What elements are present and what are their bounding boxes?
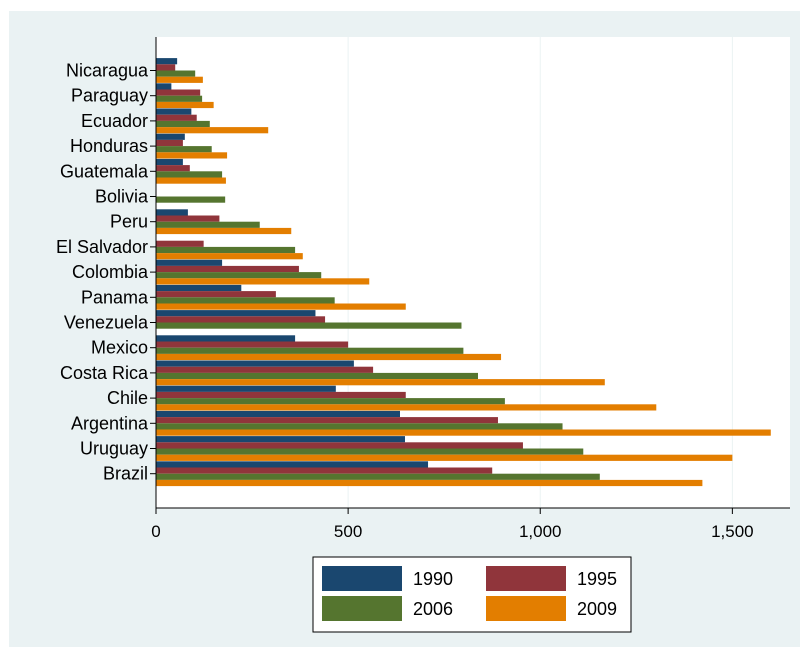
bar-brazil-1995 <box>156 467 493 474</box>
legend-swatch-2006 <box>322 596 402 621</box>
category-label-venezuela: Venezuela <box>64 313 149 333</box>
category-label-panama: Panama <box>81 287 149 307</box>
category-label-guatemala: Guatemala <box>60 161 149 181</box>
legend-swatch-2009 <box>486 596 566 621</box>
bar-mexico-2009 <box>156 353 502 361</box>
bar-uruguay-1990 <box>156 436 405 443</box>
bar-chile-1990 <box>156 385 336 392</box>
bar-venezuela-2006 <box>156 322 462 329</box>
x-tick-label: 500 <box>334 522 362 541</box>
x-axis-ticks: 0 500 1,000 1,500 <box>151 508 754 541</box>
category-label-colombia: Colombia <box>72 262 149 282</box>
bar-ecuador-1995 <box>156 114 197 121</box>
bar-colombia-1990 <box>156 259 223 266</box>
legend-swatch-1995 <box>486 566 566 591</box>
bar-ecuador-2006 <box>156 120 210 128</box>
category-label-bolivia: Bolivia <box>95 187 149 207</box>
bar-nicaragua-1990 <box>156 58 178 65</box>
legend: 1990 1995 2006 2009 <box>312 556 632 633</box>
bar-argentina-1995 <box>156 417 498 424</box>
bar-peru-1990 <box>156 209 188 216</box>
bar-venezuela-1995 <box>156 316 326 323</box>
bar-uruguay-2009 <box>156 454 733 461</box>
bar-uruguay-2006 <box>156 448 584 455</box>
bar-paraguay-2006 <box>156 95 203 102</box>
bar-panama-2009 <box>156 303 406 310</box>
bar-paraguay-1995 <box>156 89 201 96</box>
legend-label-2006: 2006 <box>413 599 453 619</box>
bar-guatemala-1995 <box>156 165 190 172</box>
bar-mexico-2006 <box>156 347 464 354</box>
bar-venezuela-1990 <box>156 310 316 317</box>
bar-chile-2009 <box>156 404 657 411</box>
bar-nicaragua-1995 <box>156 64 176 71</box>
bar-guatemala-2009 <box>156 177 226 184</box>
x-tick-label: 1,000 <box>519 522 562 541</box>
bar-peru-1995 <box>156 215 220 222</box>
legend-label-1995: 1995 <box>577 569 617 589</box>
category-label-ecuador: Ecuador <box>81 111 148 131</box>
bars <box>156 58 771 487</box>
bar-panama-2006 <box>156 297 335 304</box>
bar-costa-rica-2006 <box>156 372 478 380</box>
bar-peru-2006 <box>156 221 260 228</box>
legend-label-2009: 2009 <box>577 599 617 619</box>
bar-brazil-2009 <box>156 479 703 487</box>
category-label-argentina: Argentina <box>71 413 149 433</box>
bar-costa-rica-2009 <box>156 379 605 386</box>
bar-honduras-2006 <box>156 146 212 153</box>
bar-paraguay-1990 <box>156 83 172 90</box>
bar-mexico-1995 <box>156 341 349 348</box>
category-label-costa-rica: Costa Rica <box>60 363 149 383</box>
bar-nicaragua-2006 <box>156 70 196 77</box>
bar-el-salvador-1995 <box>156 240 204 247</box>
x-tick-label: 1,500 <box>711 522 754 541</box>
bar-honduras-1990 <box>156 133 185 140</box>
bar-chile-1995 <box>156 391 406 399</box>
category-label-paraguay: Paraguay <box>71 86 148 106</box>
legend-label-1990: 1990 <box>413 569 453 589</box>
category-label-mexico: Mexico <box>91 338 148 358</box>
bar-guatemala-1990 <box>156 158 183 166</box>
bar-panama-1995 <box>156 291 276 298</box>
bar-argentina-2009 <box>156 429 771 436</box>
bar-argentina-2006 <box>156 423 563 430</box>
bar-el-salvador-2009 <box>156 253 303 260</box>
bar-paraguay-2009 <box>156 101 214 109</box>
bar-ecuador-2009 <box>156 127 269 134</box>
x-tick-label: 0 <box>151 522 160 541</box>
bar-costa-rica-1990 <box>156 360 354 367</box>
category-label-peru: Peru <box>110 212 148 232</box>
category-label-brazil: Brazil <box>103 464 148 484</box>
bar-panama-1990 <box>156 284 242 292</box>
bar-colombia-1995 <box>156 265 299 273</box>
bar-costa-rica-1995 <box>156 366 374 373</box>
bar-mexico-1990 <box>156 335 296 342</box>
bar-honduras-2009 <box>156 152 228 159</box>
bar-brazil-1990 <box>156 461 429 468</box>
bar-bolivia-2006 <box>156 196 226 203</box>
bar-chile-2006 <box>156 398 505 405</box>
bar-peru-2009 <box>156 227 292 235</box>
bar-honduras-1995 <box>156 139 183 147</box>
category-label-el-salvador: El Salvador <box>56 237 148 257</box>
category-labels: Nicaragua Paraguay Ecuador Honduras Guatemal… <box>56 61 156 484</box>
bar-el-salvador-2006 <box>156 246 296 254</box>
category-label-chile: Chile <box>107 388 148 408</box>
category-label-uruguay: Uruguay <box>80 439 148 459</box>
bar-argentina-1990 <box>156 410 400 418</box>
bar-ecuador-1990 <box>156 108 192 115</box>
bar-colombia-2006 <box>156 272 322 279</box>
category-label-honduras: Honduras <box>70 136 148 156</box>
bar-guatemala-2006 <box>156 171 223 178</box>
bar-uruguay-1995 <box>156 442 523 449</box>
bar-nicaragua-2009 <box>156 76 203 83</box>
bar-brazil-2006 <box>156 473 600 480</box>
legend-swatch-1990 <box>322 566 402 591</box>
bar-colombia-2009 <box>156 278 370 285</box>
category-label-nicaragua: Nicaragua <box>66 61 149 81</box>
